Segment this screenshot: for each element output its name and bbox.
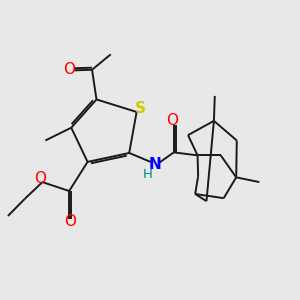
Text: O: O bbox=[63, 62, 75, 77]
Text: O: O bbox=[166, 113, 178, 128]
Text: O: O bbox=[64, 214, 76, 230]
Text: H: H bbox=[143, 168, 153, 181]
Text: S: S bbox=[135, 101, 146, 116]
Text: N: N bbox=[148, 158, 161, 172]
Text: O: O bbox=[34, 171, 46, 186]
